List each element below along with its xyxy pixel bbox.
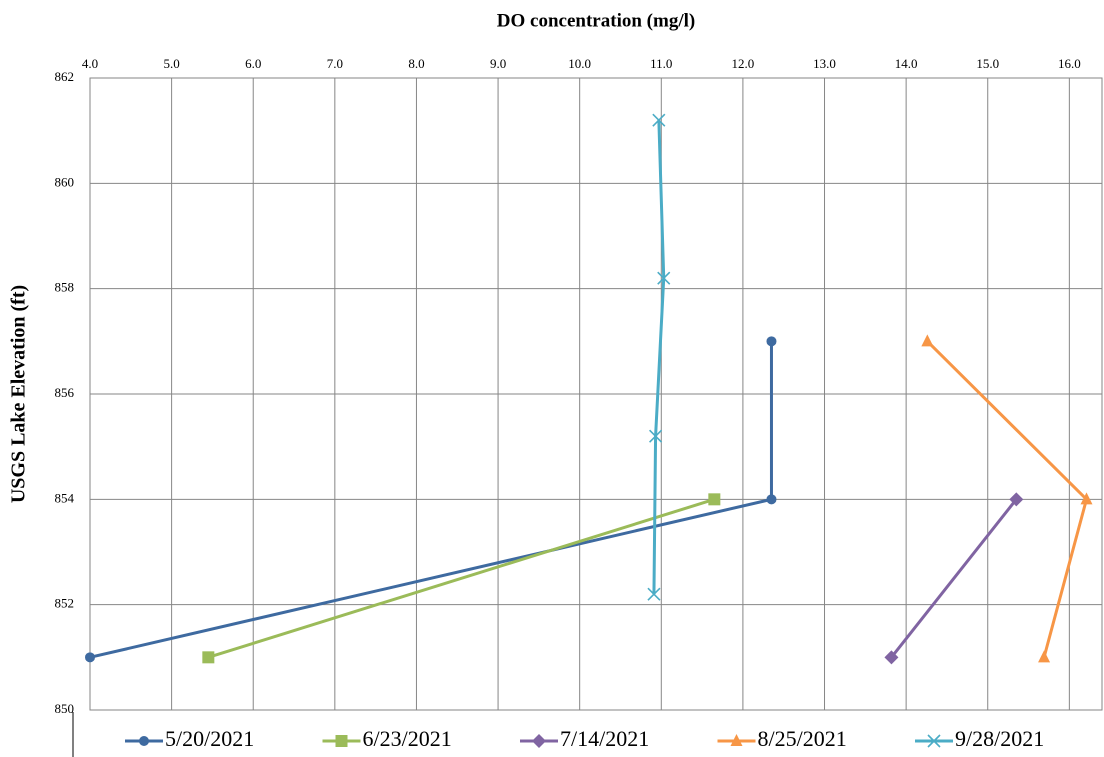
x-tick-label: 4.0 <box>82 56 98 71</box>
marker <box>202 651 215 664</box>
x-tick-label: 11.0 <box>650 56 672 71</box>
legend-item: 5/20/2021 <box>125 726 254 751</box>
x-tick-label: 15.0 <box>976 56 999 71</box>
legend-marker <box>730 734 743 746</box>
y-tick-label: 850 <box>55 701 75 716</box>
series-line <box>652 120 666 595</box>
x-tick-label: 10.0 <box>568 56 591 71</box>
x-tick-label: 14.0 <box>895 56 918 71</box>
legend-marker <box>335 735 348 747</box>
x-tick-label: 7.0 <box>327 56 343 71</box>
y-tick-label: 858 <box>55 280 75 295</box>
legend-item: 7/14/2021 <box>520 726 649 751</box>
series-line <box>890 498 1018 659</box>
legend-marker <box>532 734 546 748</box>
plot-border <box>89 77 1103 711</box>
marker <box>657 271 671 285</box>
y-tick-label: 852 <box>55 596 75 611</box>
x-tick-label: 5.0 <box>163 56 179 71</box>
marker <box>1038 650 1051 663</box>
legend-item: 9/28/2021 <box>915 726 1044 751</box>
marker <box>649 429 663 443</box>
legend-marker <box>927 734 941 748</box>
marker <box>647 587 661 601</box>
legend-marker <box>139 736 149 746</box>
marker <box>766 336 777 347</box>
series-line <box>207 497 715 659</box>
marker <box>1080 492 1093 505</box>
marker <box>1009 492 1024 507</box>
marker <box>708 493 721 506</box>
chart-title: DO concentration (mg/l) <box>497 10 695 31</box>
legend-item: 8/25/2021 <box>717 726 847 751</box>
legend-label: 6/23/2021 <box>363 726 452 751</box>
marker <box>652 113 666 127</box>
y-tick-label: 854 <box>55 490 75 505</box>
legend-label: 9/28/2021 <box>955 726 1044 751</box>
x-tick-label: 13.0 <box>813 56 836 71</box>
marker <box>766 494 777 505</box>
marker <box>921 334 934 347</box>
legend-label: 7/14/2021 <box>560 726 649 751</box>
x-tick-label: 9.0 <box>490 56 506 71</box>
x-tick-label: 16.0 <box>1058 56 1081 71</box>
marker <box>884 650 899 665</box>
legend-label: 5/20/2021 <box>165 726 254 751</box>
x-tick-label: 6.0 <box>245 56 261 71</box>
x-tick-label: 12.0 <box>732 56 755 71</box>
marker <box>85 652 95 663</box>
y-tick-label: 856 <box>55 385 75 400</box>
x-tick-label: 8.0 <box>408 56 424 71</box>
y-tick-label: 860 <box>55 174 75 189</box>
y-tick-label: 862 <box>55 69 75 84</box>
y-axis-label: USGS Lake Elevation (ft) <box>8 285 30 503</box>
legend-label: 8/25/2021 <box>758 726 847 751</box>
legend-item: 6/23/2021 <box>322 726 452 751</box>
